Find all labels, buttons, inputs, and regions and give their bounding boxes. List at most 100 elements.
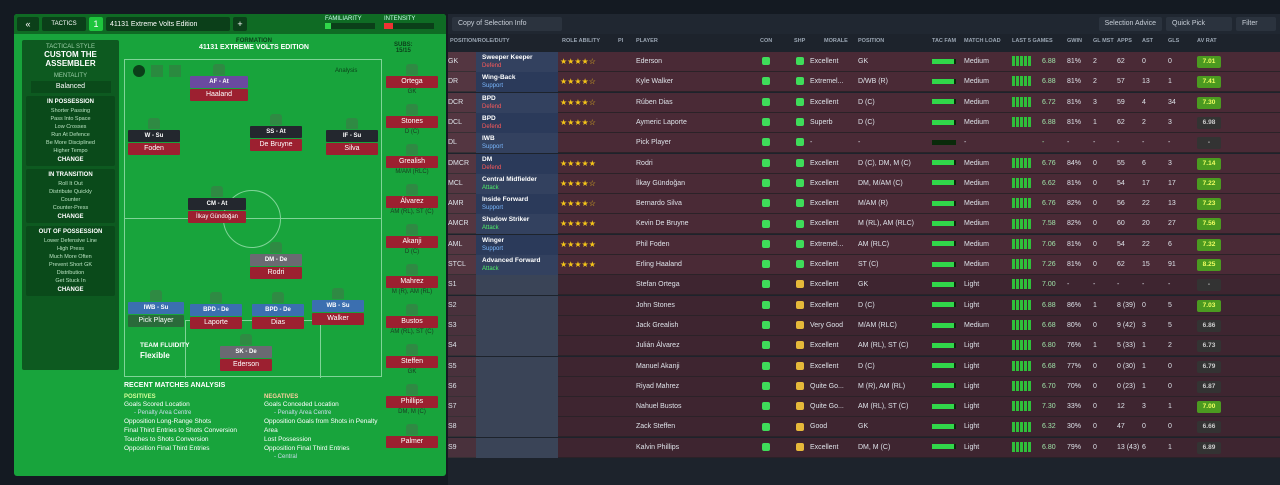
- player-name[interactable]: John Stones: [636, 301, 675, 309]
- role-select[interactable]: Sweeper Keeper Defend: [476, 52, 558, 72]
- tactic-name-select[interactable]: 41131 Extreme Volts Edition: [106, 17, 230, 31]
- pitch-player[interactable]: SS - At De Bruyne: [250, 114, 302, 151]
- player-name[interactable]: Riyad Mahrez: [636, 382, 680, 390]
- sub-player[interactable]: Mahrez M (R), AM (RL): [386, 264, 438, 295]
- table-row[interactable]: S3 Jack Grealish Very Good M/AM (RLC) Medium…: [448, 315, 1280, 336]
- table-row[interactable]: STCL Advanced Forward Attack ★★★★★ Erling Ha…: [448, 255, 1280, 275]
- pitch-player[interactable]: WB - Su Walker: [312, 288, 364, 325]
- player-name[interactable]: Erling Haaland: [636, 261, 682, 268]
- sub-player[interactable]: Phillips DM, M (C): [386, 384, 438, 415]
- sub-player[interactable]: Akanji D (C): [386, 224, 438, 255]
- column-header[interactable]: ROLE ABILITY: [562, 38, 600, 44]
- player-name[interactable]: Kevin De Bruyne: [636, 220, 689, 228]
- table-row[interactable]: DR Wing-Back Support ★★★★☆ Kyle Walker Extrem…: [448, 72, 1280, 93]
- analysis-title[interactable]: RECENT MATCHES ANALYSIS: [124, 382, 226, 389]
- role-select[interactable]: [476, 437, 558, 458]
- table-row[interactable]: S4 Julián Álvarez Excellent AM (RL), ST (C)…: [448, 336, 1280, 357]
- role-select[interactable]: [476, 397, 558, 418]
- role-select[interactable]: [476, 417, 558, 438]
- pitch-player[interactable]: BPD - De Dias: [252, 292, 304, 329]
- back-icon[interactable]: «: [17, 17, 39, 31]
- role-select[interactable]: Shadow Striker Attack: [476, 214, 558, 235]
- column-header[interactable]: LAST 5 GAMES: [1012, 38, 1053, 44]
- table-row[interactable]: S5 Manuel Akanji Excellent D (C) Light 6.68 77…: [448, 356, 1280, 377]
- player-name[interactable]: Bernardo Silva: [636, 200, 682, 208]
- role-select[interactable]: Advanced Forward Attack: [476, 255, 558, 275]
- player-name[interactable]: Aymeric Laporte: [636, 118, 687, 126]
- analysis-toggle[interactable]: Analysis: [335, 68, 358, 74]
- sub-player[interactable]: Palmer: [386, 424, 438, 449]
- table-row[interactable]: AMCR Shadow Striker Attack ★★★★★ Kevin De Br…: [448, 214, 1280, 235]
- column-header[interactable]: CON: [760, 38, 773, 44]
- column-header[interactable]: MORALE: [824, 38, 848, 44]
- player-name[interactable]: Kyle Walker: [636, 78, 674, 86]
- role-select[interactable]: [476, 356, 558, 377]
- player-name[interactable]: Ederson: [636, 58, 663, 65]
- view-select[interactable]: Copy of Selection Info: [452, 17, 562, 31]
- table-row[interactable]: S7 Nahuel Bustos Quite Go... AM (RL), ST (C…: [448, 397, 1280, 418]
- role-select[interactable]: Wing-Back Support: [476, 72, 558, 93]
- list-icon[interactable]: [169, 65, 181, 77]
- change-in-possession-button[interactable]: CHANGE: [57, 157, 84, 163]
- player-name[interactable]: Stefan Ortega: [636, 281, 680, 289]
- role-select[interactable]: Winger Support: [476, 234, 558, 255]
- pitch-player[interactable]: DM - De Rodri: [250, 242, 302, 279]
- column-header[interactable]: TAC FAM: [932, 38, 957, 44]
- role-select[interactable]: DM Defend: [476, 153, 558, 174]
- table-row[interactable]: DMCR DM Defend ★★★★★ Rodri Excellent D (C), DM…: [448, 153, 1280, 174]
- player-name[interactable]: Zack Steffen: [636, 423, 676, 431]
- table-row[interactable]: DCL BPD Defend ★★★★☆ Aymeric Laporte Superb D …: [448, 112, 1280, 133]
- player-name[interactable]: Rúben Dias: [636, 98, 673, 106]
- sub-player[interactable]: Grealish M/AM (RLC): [386, 144, 438, 175]
- player-name[interactable]: Pick Player: [636, 139, 672, 147]
- column-header[interactable]: MATCH LOAD: [964, 38, 1001, 44]
- sub-player[interactable]: Stones D (C): [386, 104, 438, 135]
- player-name[interactable]: Manuel Akanji: [636, 362, 680, 370]
- player-name[interactable]: Julián Álvarez: [636, 342, 680, 350]
- sub-player[interactable]: Ortega GK: [386, 64, 438, 95]
- pitch-player[interactable]: CM - At İlkay Gündoğan: [188, 186, 246, 223]
- sub-player[interactable]: Steffen GK: [386, 344, 438, 375]
- column-header[interactable]: GLS: [1168, 38, 1180, 44]
- mentality-select[interactable]: Balanced: [30, 81, 111, 93]
- chart-icon[interactable]: [151, 65, 163, 77]
- quick-pick-button[interactable]: Quick Pick: [1166, 17, 1232, 31]
- table-row[interactable]: S2 John Stones Excellent D (C) Light 6.88 86% 1…: [448, 295, 1280, 316]
- player-name[interactable]: Kalvin Phillips: [636, 443, 680, 451]
- table-row[interactable]: AML Winger Support ★★★★★ Phil Foden Extremel.…: [448, 234, 1280, 255]
- role-select[interactable]: [476, 295, 558, 316]
- column-header[interactable]: PI: [618, 38, 624, 44]
- column-header[interactable]: PLAYER: [636, 38, 658, 44]
- change-out-of-possession-button[interactable]: CHANGE: [57, 287, 84, 293]
- style-name[interactable]: CUSTOM THE ASSEMBLER: [44, 50, 97, 68]
- add-tactic-button[interactable]: +: [233, 17, 247, 31]
- column-header[interactable]: APPS: [1117, 38, 1132, 44]
- pitch-player[interactable]: IWB - Su Pick Player: [128, 290, 184, 327]
- player-name[interactable]: Nahuel Bustos: [636, 403, 682, 411]
- table-row[interactable]: GK Sweeper Keeper Defend ★★★★☆ Ederson Excell…: [448, 52, 1280, 72]
- column-header[interactable]: SHP: [794, 38, 806, 44]
- column-header[interactable]: GL MST: [1093, 38, 1114, 44]
- role-select[interactable]: [476, 336, 558, 357]
- player-name[interactable]: İlkay Gündoğan: [636, 179, 686, 187]
- column-header[interactable]: AST: [1142, 38, 1153, 44]
- pitch-player[interactable]: BPD - De Laporte: [190, 292, 242, 329]
- role-select[interactable]: Central Midfielder Attack: [476, 173, 558, 194]
- selection-advice-button[interactable]: Selection Advice: [1098, 17, 1162, 31]
- player-name[interactable]: Jack Grealish: [636, 321, 679, 329]
- table-row[interactable]: AMR Inside Forward Support ★★★★☆ Bernardo Si…: [448, 194, 1280, 215]
- column-header[interactable]: GWIN: [1067, 38, 1082, 44]
- table-row[interactable]: DL IWB Support Pick Player - - - - - - - - - -: [448, 133, 1280, 154]
- change-in-transition-button[interactable]: CHANGE: [57, 214, 84, 220]
- role-select[interactable]: [476, 275, 558, 296]
- pitch-player[interactable]: AF - At Haaland: [190, 64, 248, 101]
- info-icon[interactable]: [133, 65, 145, 77]
- role-select[interactable]: BPD Defend: [476, 92, 558, 113]
- role-select[interactable]: BPD Defend: [476, 112, 558, 133]
- table-row[interactable]: S9 Kalvin Phillips Excellent DM, M (C) Light…: [448, 437, 1280, 458]
- table-row[interactable]: S8 Zack Steffen Good GK Light 6.32 30% 0 47 0 0 6.6…: [448, 417, 1280, 438]
- role-select[interactable]: [476, 376, 558, 397]
- role-select[interactable]: [476, 315, 558, 336]
- table-row[interactable]: DCR BPD Defend ★★★★☆ Rúben Dias Excellent D (C…: [448, 92, 1280, 113]
- role-select[interactable]: Inside Forward Support: [476, 194, 558, 215]
